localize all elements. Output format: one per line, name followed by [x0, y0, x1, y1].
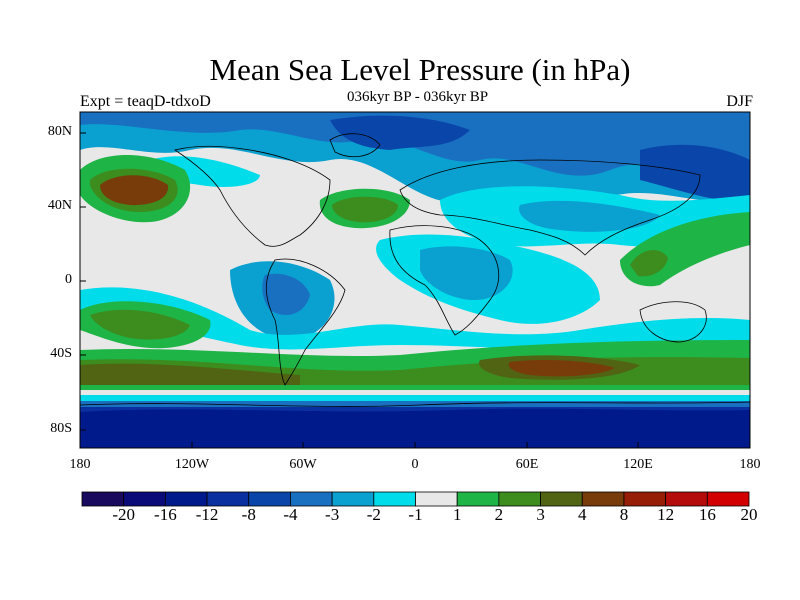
y-tick-label: 80N [47, 124, 72, 139]
colorbar-swatch [248, 491, 291, 507]
colorbar-label: -1 [408, 505, 423, 524]
experiment-label: Expt = teaqD-tdxoD [80, 93, 211, 110]
colorbar-label: 20 [740, 505, 758, 524]
colorbar-label: -20 [112, 505, 136, 524]
colorbar-swatch [456, 491, 500, 507]
y-tick-label: 0 [65, 272, 72, 287]
x-tick-label: 120W [174, 457, 210, 472]
y-tick-label: 40S [50, 346, 72, 361]
colorbar-swatch [665, 491, 708, 507]
colorbar-swatch [206, 491, 250, 507]
colorbar-label: 1 [452, 505, 462, 524]
colorbar-swatch [415, 491, 458, 507]
colorbar-swatch [331, 491, 375, 507]
colorbar-label: -4 [283, 505, 298, 524]
x-tick-label: 0 [411, 457, 419, 472]
colorbar-swatch [706, 491, 750, 507]
colorbar-label: 16 [698, 505, 716, 524]
colorbar-label: 8 [619, 505, 629, 524]
colorbar [81, 491, 750, 507]
colorbar-swatch [164, 491, 208, 507]
colorbar-label: 4 [578, 505, 587, 524]
colorbar-label: 3 [536, 505, 545, 524]
colorbar-label: -2 [366, 505, 381, 524]
pressure-field [80, 112, 750, 448]
map-subtitle: 036kyr BP - 036kyr BP [346, 89, 489, 105]
x-tick-label: 120E [623, 457, 653, 472]
colorbar-swatch [581, 491, 625, 507]
colorbar-label: -16 [154, 505, 177, 524]
x-tick-label: 180 [69, 457, 91, 472]
colorbar-swatch [373, 491, 416, 507]
x-tick-label: 60E [515, 457, 539, 472]
x-tick-label: 180 [739, 457, 761, 472]
y-tick-label: 80S [50, 421, 72, 436]
colorbar-swatch [123, 491, 166, 507]
colorbar-swatch [81, 491, 125, 507]
axis-ticks [79, 132, 751, 448]
colorbar-swatch [498, 491, 541, 507]
season-label: DJF [726, 93, 753, 110]
colorbar-label: 2 [494, 505, 504, 524]
colorbar-label: 12 [657, 505, 675, 524]
colorbar-label: -12 [195, 505, 219, 524]
colorbar-label: -3 [325, 505, 340, 524]
colorbar-swatch [540, 491, 583, 507]
colorbar-swatch [623, 491, 667, 507]
x-tick-label: 60W [289, 457, 317, 472]
y-tick-label: 40N [47, 198, 72, 213]
colorbar-swatch [290, 491, 333, 507]
map-title: Mean Sea Level Pressure (in hPa) [209, 52, 631, 87]
colorbar-label: -8 [241, 505, 256, 524]
